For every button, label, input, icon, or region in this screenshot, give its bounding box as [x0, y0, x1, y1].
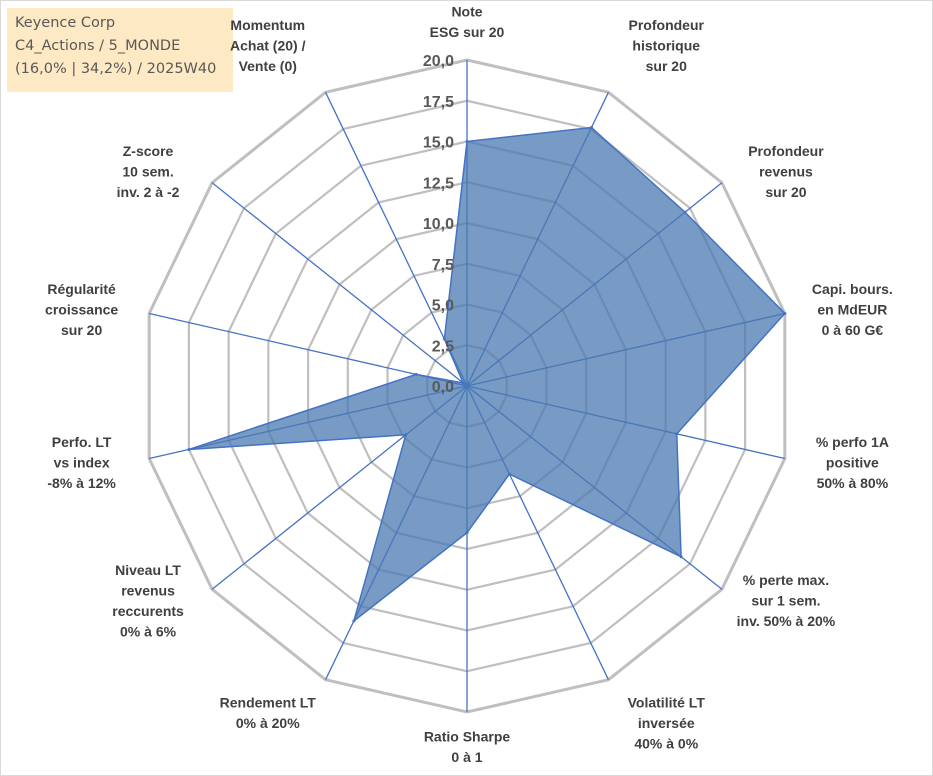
- axis-label: Momentum Achat (20) / Vente (0): [230, 17, 306, 74]
- tick-label: 12,5: [423, 175, 454, 192]
- axis-label: % perfo 1A positive 50% à 80%: [816, 434, 889, 491]
- axis-spoke: [211, 182, 468, 387]
- radar-series: [187, 126, 787, 623]
- tick-label: 10,0: [423, 216, 454, 233]
- series-point: [465, 531, 469, 535]
- series-point: [783, 311, 787, 315]
- axis-spoke: [324, 92, 468, 387]
- info-stats: (16,0% | 34,2%) / 2025W40: [15, 61, 217, 77]
- tick-label: 7,5: [432, 257, 454, 274]
- radar-axis-labels: Note ESG sur 20 Profondeur historique sur 20…: [45, 3, 893, 765]
- axis-label: Ratio Sharpe 0 à 1: [424, 728, 511, 765]
- axis-label: Régularité croissance sur 20: [45, 281, 118, 338]
- info-box: Keyence Corp C4_Actions / 5_MONDE (16,0%…: [7, 8, 233, 92]
- series-point: [683, 210, 687, 214]
- tick-label: 5,0: [432, 298, 454, 315]
- series-point: [414, 372, 418, 376]
- series-point: [461, 381, 465, 385]
- series-area: [188, 126, 786, 623]
- axis-label: Perfo. LT vs index -8% à 12%: [47, 434, 116, 491]
- axis-label: Volatilité LT inversée 40% à 0%: [628, 694, 706, 751]
- info-category: C4_Actions / 5_MONDE: [15, 38, 181, 54]
- axis-label: % perte max. sur 1 sem. inv. 50% à 20%: [737, 572, 836, 629]
- tick-label: 20,0: [423, 53, 454, 70]
- series-point: [352, 619, 356, 623]
- series-point: [589, 126, 593, 130]
- axis-label: Profondeur revenus sur 20: [748, 143, 824, 200]
- tick-label: 17,5: [423, 94, 454, 111]
- axis-label: Rendement LT 0% à 20%: [220, 694, 317, 731]
- info-company: Keyence Corp: [15, 15, 116, 31]
- series-point: [187, 447, 191, 451]
- series-point: [404, 433, 408, 437]
- axis-label: Niveau LT revenus reccurents 0% à 6%: [112, 562, 184, 640]
- series-point: [465, 140, 469, 143]
- tick-label: 2,5: [432, 338, 454, 355]
- axis-spoke: [149, 312, 468, 387]
- tick-label: 15,0: [423, 135, 454, 152]
- axis-label: Profondeur historique sur 20: [629, 17, 705, 74]
- tick-label: 0,0: [432, 379, 454, 396]
- axis-label: Capi. bours. en MdEUR 0 à 60 G€: [812, 281, 893, 338]
- series-point: [507, 472, 511, 476]
- axis-label: Z-score 10 sem. inv. 2 à -2: [117, 143, 180, 200]
- series-point: [442, 337, 446, 341]
- series-point: [675, 432, 679, 436]
- radar-ticks: 0,0 2,5 5,0 7,5 10,0 12,5 15,0 17,5 20,0: [423, 53, 454, 396]
- series-point: [679, 555, 683, 559]
- axis-label: Note ESG sur 20: [430, 3, 505, 40]
